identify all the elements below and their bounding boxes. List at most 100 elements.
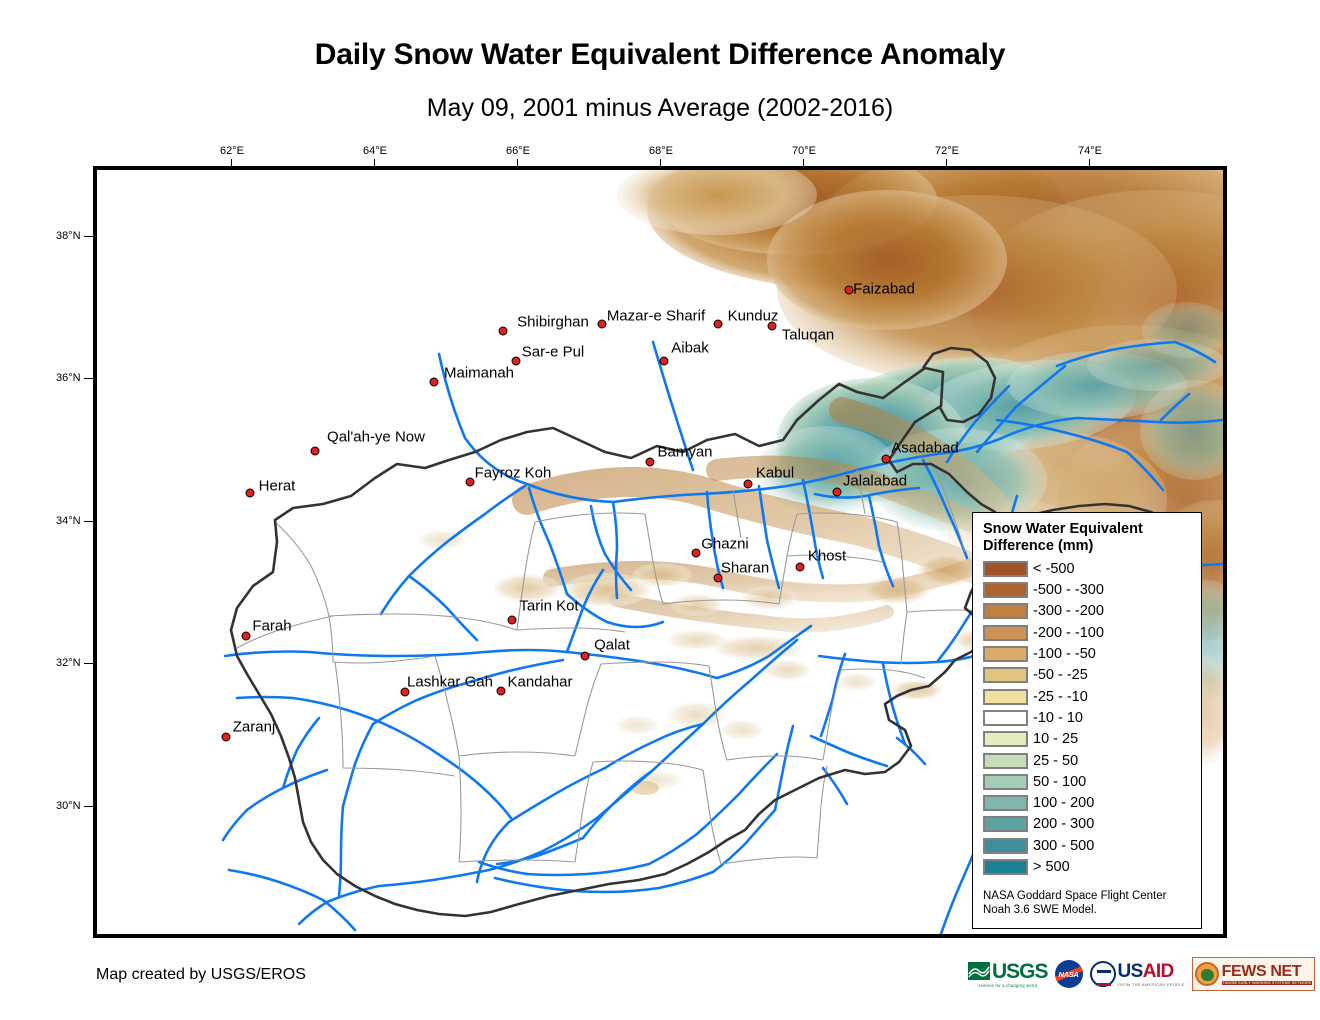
legend-label: > 500 xyxy=(1033,859,1070,876)
city-label: Faizabad xyxy=(853,280,915,298)
city-label: Kabul xyxy=(755,464,795,482)
city-marker[interactable] xyxy=(743,479,753,489)
fews-net-logo-tagline: FAMINE EARLY WARNING SYSTEMS NETWORK xyxy=(1221,980,1313,985)
city-marker[interactable] xyxy=(429,377,439,387)
legend-label: 25 - 50 xyxy=(1033,752,1079,769)
legend-swatch xyxy=(983,582,1028,599)
city-label: Zaranj xyxy=(232,718,276,736)
latitude-tick-label: 30°N xyxy=(56,800,81,812)
tick-mark xyxy=(803,159,805,168)
city-marker[interactable] xyxy=(597,319,607,329)
city-marker[interactable] xyxy=(507,615,517,625)
map-credit: Map created by USGS/EROS xyxy=(96,966,306,983)
city-marker[interactable] xyxy=(881,454,891,464)
city-label: Sharan xyxy=(720,559,770,577)
usgs-logo[interactable]: USGS science for a changing world xyxy=(968,959,1049,989)
page-title: Daily Snow Water Equivalent Difference A… xyxy=(314,38,1006,71)
longitude-tick-label: 70°E xyxy=(792,145,816,157)
city-marker[interactable] xyxy=(767,321,777,331)
city-label: Kandahar xyxy=(507,673,573,691)
map-canvas[interactable]: Faizabad Kunduz Taluqan Mazar-e Sharif Shibi… xyxy=(97,170,1223,934)
usgs-logo-tagline: science for a changing world xyxy=(978,982,1038,988)
tick-mark xyxy=(83,662,93,664)
city-label: Jalalabad xyxy=(842,472,908,490)
legend-entry: 100 - 200 xyxy=(983,792,1193,813)
tick-mark xyxy=(946,159,948,168)
legend-swatch xyxy=(983,709,1028,726)
nasa-logo[interactable]: NASA xyxy=(1054,959,1083,989)
city-marker[interactable] xyxy=(245,488,255,498)
city-label: Mazar-e Sharif xyxy=(606,307,706,325)
city-marker[interactable] xyxy=(832,487,842,497)
legend-label: -25 - -10 xyxy=(1033,688,1088,705)
city-label: Fayroz Koh xyxy=(474,464,552,482)
city-marker[interactable] xyxy=(713,319,723,329)
longitude-tick: 66°E xyxy=(506,145,530,168)
city-marker[interactable] xyxy=(795,562,805,572)
nasa-logo-text: NASA xyxy=(1058,969,1079,979)
latitude-tick: 38°N xyxy=(56,230,93,242)
city-label: Kunduz xyxy=(727,307,779,325)
longitude-tick: 72°E xyxy=(935,145,959,168)
tick-mark xyxy=(517,159,519,168)
legend-entries: < -500 -500 - -300 -300 - -200 -200 - -100 -… xyxy=(983,558,1193,877)
legend-swatch xyxy=(983,624,1028,641)
legend-label: -300 - -200 xyxy=(1033,603,1104,620)
city-label: Tarin Kot xyxy=(519,597,579,615)
city-marker[interactable] xyxy=(691,548,701,558)
tick-mark xyxy=(660,159,662,168)
city-marker[interactable] xyxy=(400,687,410,697)
legend-entry: -25 - -10 xyxy=(983,686,1193,707)
page-subtitle: May 09, 2001 minus Average (2002-2016) xyxy=(426,94,894,122)
city-marker[interactable] xyxy=(659,356,669,366)
city-marker[interactable] xyxy=(580,651,590,661)
usgs-wave-icon xyxy=(968,962,990,980)
city-marker[interactable] xyxy=(713,573,723,583)
city-label: Bamyan xyxy=(657,443,713,461)
city-label: Khost xyxy=(807,547,847,565)
city-marker[interactable] xyxy=(844,285,854,295)
city-label: Shibirghan xyxy=(517,313,589,331)
longitude-tick: 64°E xyxy=(363,145,387,168)
city-label: Aibak xyxy=(671,339,709,357)
legend-swatch xyxy=(983,688,1028,705)
longitude-tick: 70°E xyxy=(792,145,816,168)
longitude-tick-label: 64°E xyxy=(363,145,387,157)
tick-mark xyxy=(83,235,93,237)
legend-entry: 10 - 25 xyxy=(983,729,1193,750)
tick-mark xyxy=(374,159,376,168)
usaid-logo[interactable]: USAID FROM THE AMERICAN PEOPLE xyxy=(1089,959,1185,989)
latitude-tick: 36°N xyxy=(56,372,93,384)
latitude-tick-label: 34°N xyxy=(56,515,81,527)
city-marker[interactable] xyxy=(645,457,655,467)
legend-entry: -100 - -50 xyxy=(983,643,1193,664)
city-marker[interactable] xyxy=(241,631,251,641)
legend-swatch xyxy=(983,646,1028,663)
city-marker[interactable] xyxy=(221,732,231,742)
map-frame[interactable]: Faizabad Kunduz Taluqan Mazar-e Sharif Shibi… xyxy=(93,166,1227,938)
city-label: Sar-e Pul xyxy=(521,343,585,361)
legend-label: 50 - 100 xyxy=(1033,773,1087,790)
city-label: Maimanah xyxy=(443,364,515,382)
usaid-logo-text: USAID xyxy=(1117,960,1175,982)
fews-net-logo[interactable]: FEWS NET FAMINE EARLY WARNING SYSTEMS NE… xyxy=(1191,957,1316,991)
legend-label: 100 - 200 xyxy=(1033,795,1095,812)
city-label: Taluqan xyxy=(781,326,835,344)
legend-swatch xyxy=(983,859,1028,876)
legend-swatch xyxy=(983,816,1028,833)
latitude-tick: 30°N xyxy=(56,800,93,812)
legend-entry: -50 - -25 xyxy=(983,665,1193,686)
city-label: Qal'ah-ye Now xyxy=(327,428,425,446)
city-marker[interactable] xyxy=(498,326,508,336)
legend-swatch xyxy=(983,731,1028,748)
usaid-logo-tagline: FROM THE AMERICAN PEOPLE xyxy=(1117,981,1185,987)
city-marker[interactable] xyxy=(511,356,521,366)
city-marker[interactable] xyxy=(496,686,506,696)
legend-swatch xyxy=(983,837,1028,854)
legend-swatch xyxy=(983,603,1028,620)
city-marker[interactable] xyxy=(465,477,475,487)
legend-label: -200 - -100 xyxy=(1033,624,1104,641)
city-label: Farah xyxy=(252,617,292,635)
city-marker[interactable] xyxy=(310,446,320,456)
fews-net-logo-text: FEWS NET xyxy=(1221,962,1302,980)
